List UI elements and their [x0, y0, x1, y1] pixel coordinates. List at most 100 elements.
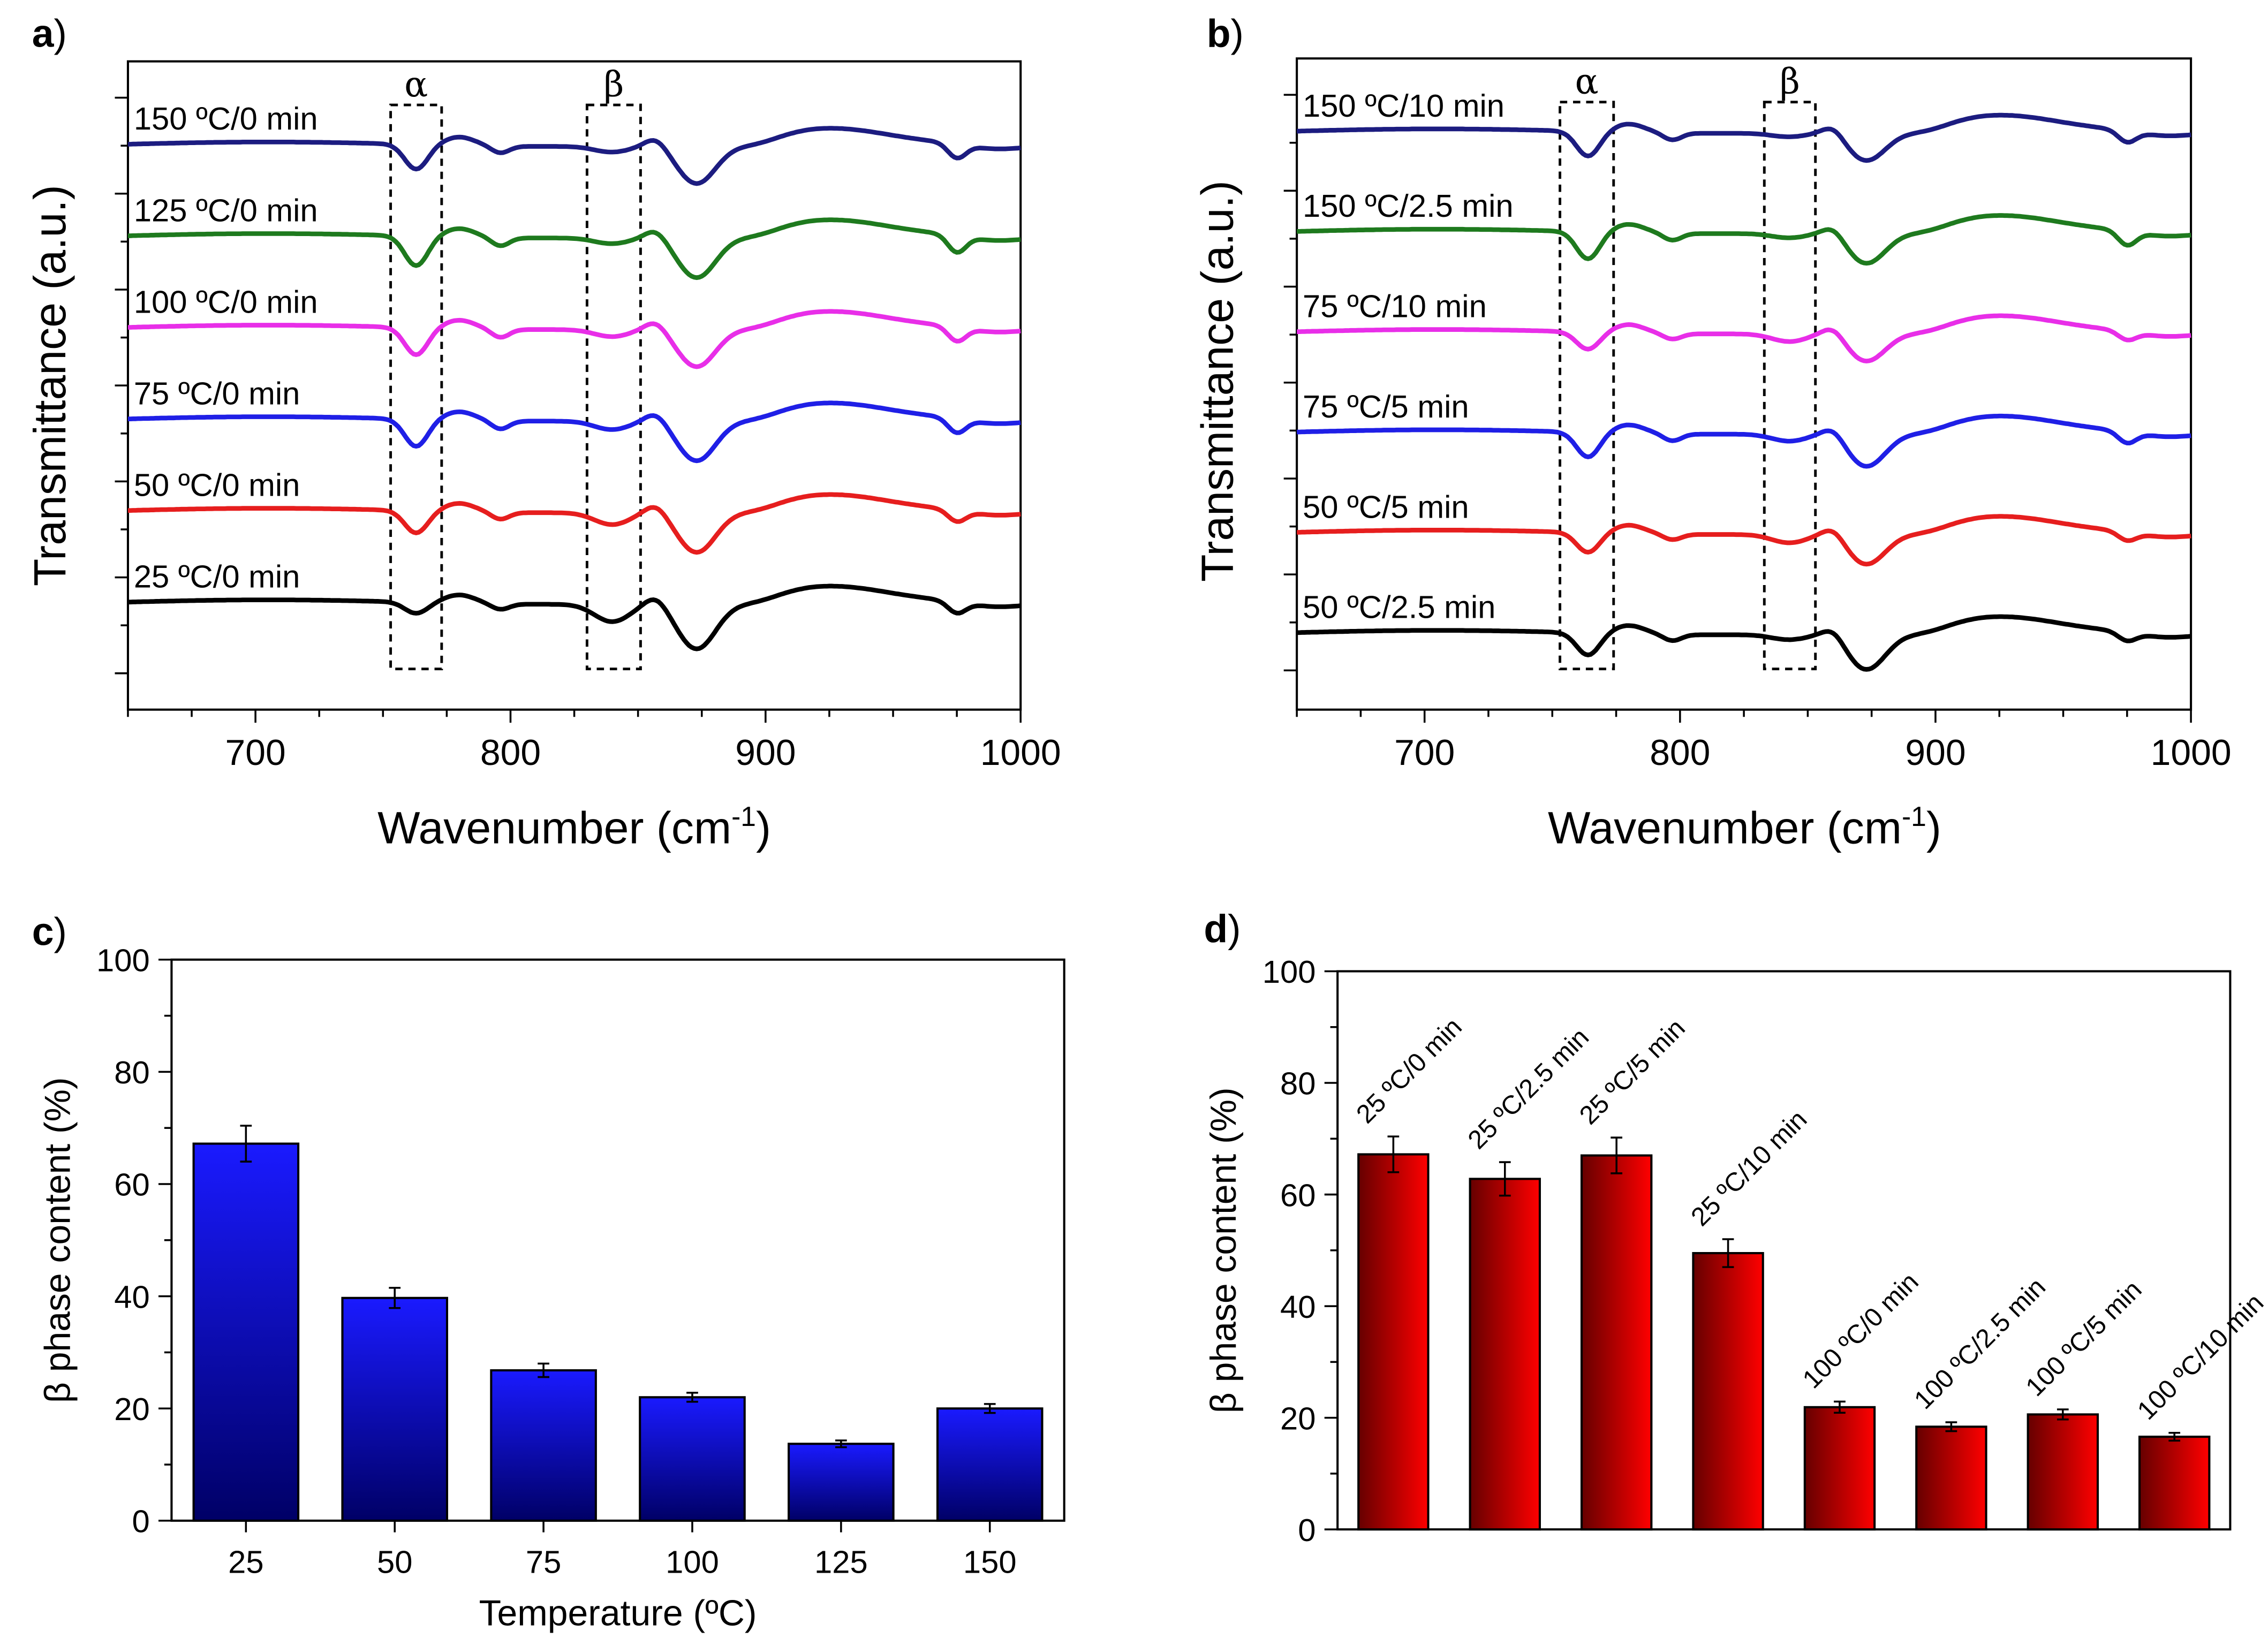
y-tick-label: 60 — [114, 1167, 149, 1203]
y-tick-label: 40 — [1280, 1289, 1316, 1325]
spectrum-line — [1297, 514, 2191, 567]
x-tick-label: 25 — [228, 1544, 263, 1580]
spectrum-line — [127, 583, 1021, 651]
y-axis-label-a: Transmittance (a.u.) — [25, 185, 75, 586]
y-tick-label: 40 — [114, 1279, 149, 1315]
bar — [2138, 1436, 2211, 1531]
region-box-alpha — [1559, 101, 1615, 671]
spectrum-line — [127, 126, 1021, 186]
bar — [1915, 1425, 1987, 1531]
bar — [2027, 1413, 2099, 1531]
bar-label: 25 ºC/0 min — [1351, 1012, 1468, 1129]
spectrum-line — [1297, 614, 2191, 672]
region-box-label: β — [1780, 62, 1800, 102]
bar — [1692, 1252, 1764, 1531]
series-labels-b: 150 ºC/10 min 150 ºC/2.5 min 75 ºC/10 min 7… — [1303, 88, 1514, 625]
bar — [639, 1396, 746, 1522]
region-box-label: β — [604, 65, 624, 105]
region-box-label: α — [404, 65, 428, 105]
bar-label: 100 ºC/10 min — [2132, 1288, 2268, 1425]
bar — [490, 1369, 597, 1522]
series-label: 25 ºC/0 min — [134, 559, 300, 595]
y-tick-label: 20 — [114, 1391, 149, 1427]
y-tick-label: 100 — [1262, 954, 1316, 990]
x-tick-label: 100 — [666, 1544, 719, 1580]
y-tick-label: 60 — [1280, 1177, 1316, 1213]
x-axis-label-a: Wavenumber (cm-1) — [377, 801, 771, 853]
series-label: 150 ºC/2.5 min — [1303, 188, 1514, 224]
y-axis-ticks-c: 0 20 40 60 80 100 — [96, 942, 172, 1539]
y-tick-label: 100 — [96, 942, 150, 978]
panel-c-beta-vs-temperature: c) 0 20 40 60 80 100 25 50 75 100 125 150 Temperat… — [32, 910, 1065, 1633]
spectrum-line — [127, 217, 1021, 280]
bar — [1580, 1154, 1653, 1531]
series-label: 75 ºC/10 min — [1303, 289, 1487, 324]
bar — [1803, 1406, 1876, 1531]
spectrum-line — [1297, 313, 2191, 363]
x-tick-label: 800 — [1650, 733, 1710, 773]
y-axis-label-c: β phase content (%) — [37, 1077, 78, 1403]
region-box-beta — [1763, 101, 1817, 671]
bar-label: 25 ºC/10 min — [1685, 1105, 1812, 1232]
spectrum-line — [1297, 112, 2191, 163]
bar-label: 25 ºC/5 min — [1574, 1013, 1691, 1130]
spectrum-line — [1297, 213, 2191, 266]
region-box-beta — [585, 103, 642, 671]
plot-frame-c — [170, 958, 1065, 1522]
y-tick-label: 20 — [1280, 1400, 1316, 1436]
y-tick-label: 0 — [132, 1504, 149, 1539]
x-axis-label-b: Wavenumber (cm-1) — [1548, 801, 1941, 853]
bar — [788, 1443, 895, 1522]
panel-label-d: d) — [1204, 907, 1241, 951]
region-box-alpha — [389, 103, 443, 671]
y-tick-label: 0 — [1298, 1512, 1316, 1548]
bar-label: 100 ºC/0 min — [1797, 1267, 1924, 1394]
series-label: 50 ºC/5 min — [1303, 489, 1469, 525]
bar-label: 100 ºC/2.5 min — [1909, 1272, 2051, 1415]
x-axis-ticks-b: 700 800 900 1000 — [1296, 709, 2232, 773]
series-label: 150 ºC/10 min — [1303, 88, 1505, 124]
series-label: 75 ºC/0 min — [134, 375, 300, 411]
x-tick-label: 150 — [963, 1544, 1017, 1580]
x-tick-label: 1000 — [980, 733, 1061, 773]
x-axis-categories-c: 25 50 75 100 125 150 — [228, 1520, 1017, 1580]
spectrum-line — [1297, 413, 2191, 469]
bar — [192, 1142, 300, 1522]
x-tick-label: 800 — [480, 733, 541, 773]
x-tick-label: 700 — [225, 733, 286, 773]
y-tick-label: 80 — [1280, 1066, 1316, 1102]
y-axis-label-d: β phase content (%) — [1204, 1087, 1244, 1413]
spectrum-line — [127, 400, 1021, 464]
plot-frame-b — [1296, 57, 2193, 711]
panel-label-a: a) — [32, 11, 67, 55]
series-label: 125 ºC/0 min — [134, 192, 318, 228]
spectra-b — [1297, 112, 2191, 672]
series-label: 75 ºC/5 min — [1303, 389, 1469, 424]
x-tick-label: 125 — [814, 1544, 868, 1580]
region-box-label: α — [1575, 62, 1599, 102]
x-tick-label: 75 — [526, 1544, 561, 1580]
bar — [1469, 1178, 1541, 1531]
x-axis-label-c: Temperature (ºC) — [479, 1593, 757, 1633]
series-labels-a: 150 ºC/0 min 125 ºC/0 min 100 ºC/0 min 75 º… — [134, 101, 318, 594]
y-axis-ticks-a — [115, 96, 128, 674]
x-axis-ticks-a: 700 800 900 1000 — [127, 709, 1061, 773]
bars-c — [192, 1125, 1044, 1522]
x-tick-label: 900 — [735, 733, 796, 773]
y-axis-ticks-b — [1283, 94, 1297, 672]
y-tick-label: 80 — [114, 1055, 149, 1090]
bar-label: 25 ºC/2.5 min — [1462, 1022, 1594, 1155]
x-tick-label: 700 — [1394, 733, 1455, 773]
bar — [341, 1296, 449, 1522]
series-label: 50 ºC/0 min — [134, 467, 300, 503]
y-axis-label-b: Transmittance (a.u.) — [1192, 180, 1243, 582]
y-axis-ticks-d: 0 20 40 60 80 100 — [1262, 954, 1338, 1548]
series-label: 50 ºC/2.5 min — [1303, 589, 1495, 625]
